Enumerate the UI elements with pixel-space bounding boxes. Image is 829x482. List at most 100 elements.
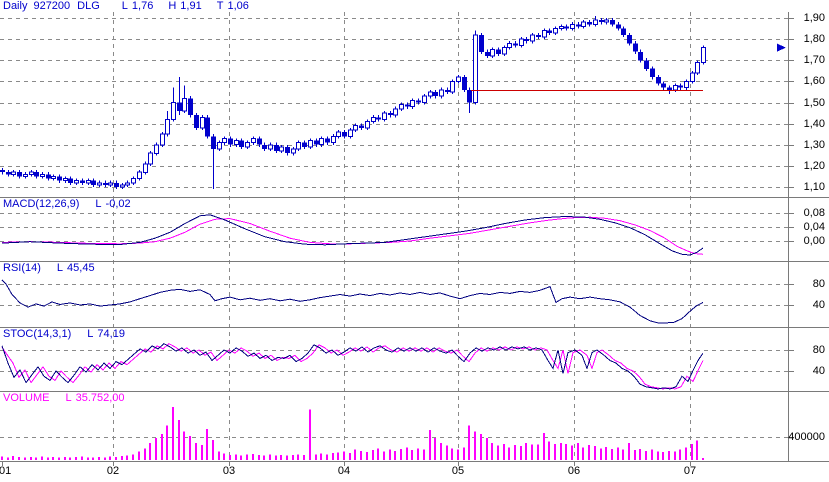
volume-bar	[417, 448, 419, 460]
low-value: 1,76	[131, 0, 154, 12]
volume-bar	[109, 456, 111, 460]
volume-bar	[126, 455, 128, 460]
candle-down	[616, 24, 621, 29]
volume-bar	[81, 456, 83, 460]
candle-up	[410, 99, 415, 108]
volume-bar	[212, 439, 214, 460]
stoc-axis-label: 40	[812, 364, 825, 377]
price-axis-label: 1,20	[803, 159, 825, 172]
candle-down	[627, 34, 632, 44]
volume-bar	[600, 448, 602, 460]
volume-bar	[144, 448, 146, 460]
candle-up	[581, 21, 586, 27]
month-label: 04	[337, 465, 351, 477]
candle-down	[610, 20, 615, 25]
candle-down	[376, 117, 381, 120]
volume-bar	[554, 443, 556, 460]
candle-down	[388, 113, 393, 116]
candle-down	[405, 104, 410, 107]
candle-down	[650, 68, 655, 78]
volume-bar	[343, 451, 345, 460]
volume-bar	[679, 449, 681, 460]
volume-bar	[565, 443, 567, 460]
candle-down	[177, 102, 182, 111]
candle-up	[382, 112, 387, 120]
candle-up	[422, 95, 427, 103]
candle-up	[120, 184, 125, 188]
candle-up	[165, 118, 170, 135]
volume-bar	[463, 447, 465, 460]
candle-up	[63, 178, 68, 182]
candle-up	[171, 102, 176, 120]
volume-bar	[35, 457, 37, 460]
rsi-line	[1, 279, 704, 324]
candle-up	[331, 135, 336, 144]
volume-bar	[30, 456, 32, 460]
volume-bar	[685, 447, 687, 460]
price-axis-label: 1,10	[803, 180, 825, 193]
price-axis-label: 1,40	[803, 117, 825, 130]
candle-up	[148, 152, 153, 165]
stoc-title: STOC(14,3,1)	[3, 328, 72, 340]
candle-up	[439, 89, 444, 97]
candle-up	[507, 42, 512, 48]
rsi-title: RSI(14)	[3, 262, 41, 274]
candle-up	[251, 137, 256, 144]
volume-bar	[246, 454, 248, 460]
candle-down	[91, 180, 96, 185]
candle-down	[0, 170, 5, 173]
candle-down	[513, 43, 518, 46]
candle-up	[217, 142, 222, 150]
volume-title: VOLUME	[3, 392, 50, 404]
candle-down	[262, 144, 267, 149]
volume-bar	[411, 450, 413, 460]
volume-bar	[503, 443, 505, 460]
volume-bar	[611, 449, 613, 460]
volume-bar	[218, 451, 220, 460]
candle-up	[160, 133, 165, 146]
trade-value: 1,06	[227, 0, 249, 12]
month-label: 05	[451, 465, 465, 477]
month-label: 06	[567, 465, 581, 477]
volume-last-value: 35.752,00	[75, 392, 125, 404]
candle-down	[479, 34, 484, 52]
volume-bar	[315, 454, 317, 460]
candle-down	[257, 138, 262, 145]
volume-bar	[560, 442, 562, 461]
candle-down	[302, 142, 307, 147]
candle-up	[29, 171, 34, 175]
candle-down	[587, 22, 592, 25]
volume-bar	[383, 451, 385, 460]
candle-up	[684, 80, 689, 89]
candle-up	[143, 163, 148, 173]
volume-bar	[87, 457, 89, 460]
candle-down	[485, 51, 490, 56]
volume-last-label: L	[65, 392, 72, 404]
candle-down	[359, 125, 364, 128]
volume-bar	[349, 453, 351, 460]
candle-up	[11, 171, 16, 175]
volume-bar	[434, 438, 436, 460]
candle-down	[188, 98, 193, 116]
candle-up	[502, 47, 507, 55]
volume-bar	[406, 447, 408, 460]
volume-bar	[269, 454, 271, 460]
candle-up	[559, 25, 564, 29]
candle-up	[319, 137, 324, 146]
volume-bar	[440, 442, 442, 461]
candle-up	[40, 173, 45, 177]
candle-up	[97, 182, 102, 186]
high-label: H	[168, 0, 177, 12]
volume-bar	[189, 435, 191, 460]
price-axis-label: 1,50	[803, 96, 825, 109]
candle-down	[205, 117, 210, 137]
month-label: 01	[0, 465, 12, 477]
candle-down	[342, 132, 347, 137]
low-label: L	[121, 0, 128, 12]
volume-bar	[292, 455, 294, 460]
candle-up	[473, 34, 478, 103]
rsi-last-label: L	[56, 262, 64, 274]
volume-bar	[354, 449, 356, 460]
